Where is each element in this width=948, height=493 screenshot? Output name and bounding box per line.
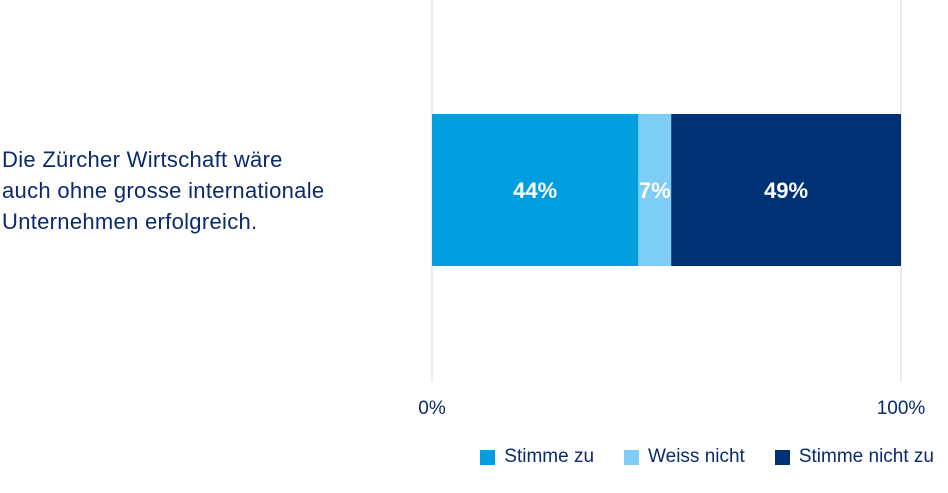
category-label-line-1: Die Zürcher Wirtschaft wäre [2,147,283,172]
legend-item-stimme-nicht-zu: Stimme nicht zu [774,446,934,468]
legend-label-weiss-nicht: Weiss nicht [648,446,745,467]
data-label-stimme-zu: 44% [513,178,557,203]
category-label-line-2: auch ohne grosse internationale [2,178,325,203]
bar-segment-stimme-zu [432,114,639,266]
category-label: Die Zürcher Wirtschaft wäre auch ohne gr… [2,144,402,237]
bar-segment-weiss-nicht [638,114,672,266]
legend-item-stimme-zu: Stimme zu [480,446,594,468]
category-label-line-3: Unternehmen erfolgreich. [2,209,258,234]
bar-segment-stimme-nicht-zu [671,114,901,266]
legend-swatch-stimme-zu [480,449,496,465]
data-label-weiss-nicht: 7% [639,178,671,203]
data-label-stimme-nicht-zu: 49% [764,178,808,203]
x-tick-label-0: 0% [418,398,446,419]
x-tick-label-1: 100% [877,398,926,419]
legend-swatch-stimme-nicht-zu [774,449,790,465]
legend-item-weiss-nicht: Weiss nicht [624,446,745,468]
legend-swatch-weiss-nicht [624,449,640,465]
legend-label-stimme-zu: Stimme zu [504,446,595,467]
legend-label-stimme-nicht-zu: Stimme nicht zu [798,446,934,467]
legend: Stimme zu Weiss nicht Stimme nicht zu [480,446,934,468]
